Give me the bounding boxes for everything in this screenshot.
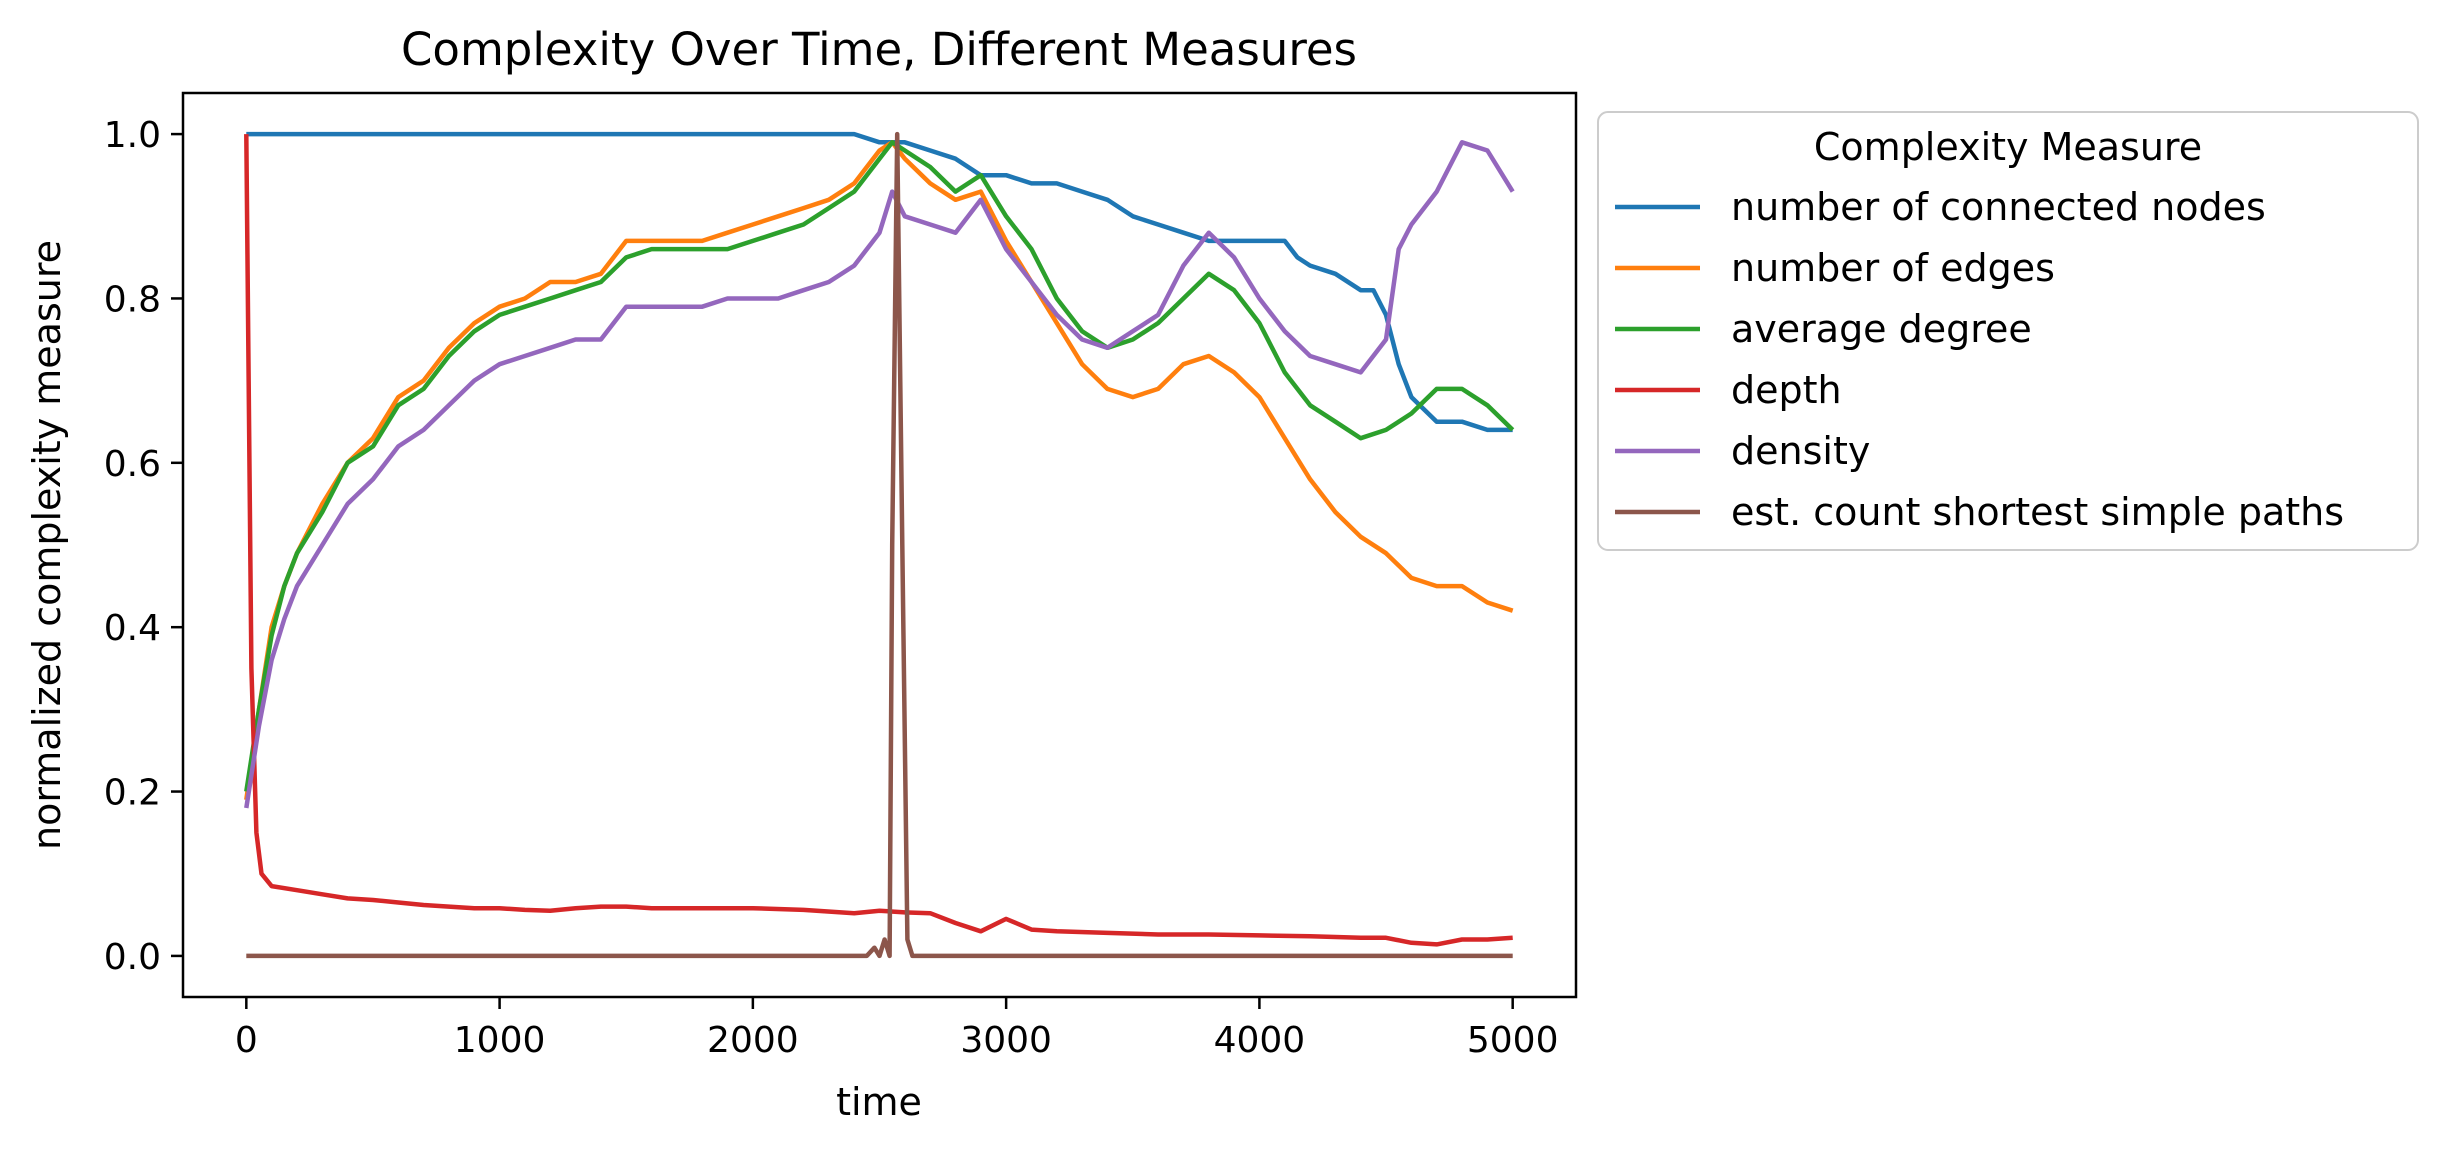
x-tick-label: 4000	[1214, 1020, 1306, 1061]
legend-box	[1597, 111, 2419, 551]
series-line-1	[246, 131, 1513, 433]
series-line-5	[244, 140, 1515, 809]
legend: Complexity Measure number of connected n…	[1597, 111, 2419, 551]
legend-label-6: est. count shortest simple paths	[1731, 490, 2344, 534]
legend-entries: number of connected nodes number of edges…	[1615, 185, 2344, 534]
legend-label-2: number of edges	[1731, 246, 2055, 290]
series-line-3	[244, 140, 1515, 792]
y-tick-label: 0.8	[104, 279, 161, 320]
x-tick-label: 2000	[707, 1020, 799, 1061]
legend-label-4: depth	[1731, 368, 1842, 412]
series-line-6	[246, 131, 1513, 959]
legend-label-5: density	[1731, 429, 1870, 473]
x-tick-label: 0	[235, 1020, 258, 1061]
x-tick-label: 3000	[960, 1020, 1052, 1061]
y-tick-label: 0.6	[104, 444, 161, 485]
axes-frame	[181, 91, 1578, 999]
x-axis-label: time	[836, 1080, 922, 1124]
x-tick-label: 1000	[454, 1020, 546, 1061]
x-axis: 0 1000 2000 3000 4000 5000	[235, 997, 1559, 1061]
y-tick-label: 0.2	[104, 773, 161, 814]
y-axis-label: normalized complexity measure	[25, 240, 69, 850]
y-axis: 0.0 0.2 0.4 0.6 0.8 1.0	[104, 115, 183, 978]
series-line-2	[244, 140, 1514, 801]
series-line-4	[244, 134, 1513, 947]
legend-label-1: number of connected nodes	[1731, 185, 2266, 229]
chart-title: Complexity Over Time, Different Measures	[401, 23, 1357, 76]
legend-label-3: average degree	[1731, 307, 2032, 351]
plot-area	[244, 131, 1515, 959]
y-tick-label: 1.0	[104, 115, 161, 156]
y-tick-label: 0.4	[104, 608, 161, 649]
y-tick-label: 0.0	[104, 937, 161, 978]
legend-title: Complexity Measure	[1814, 125, 2202, 169]
x-tick-label: 5000	[1467, 1020, 1559, 1061]
